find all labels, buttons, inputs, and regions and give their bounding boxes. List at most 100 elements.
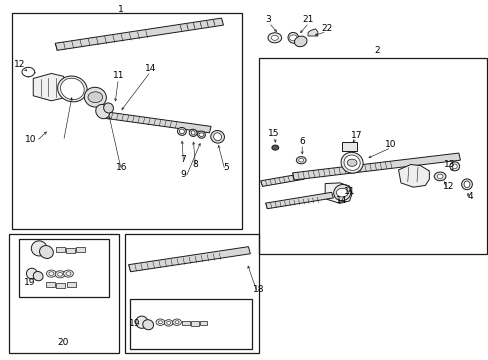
- Text: 11: 11: [343, 187, 355, 196]
- Polygon shape: [292, 153, 460, 180]
- Text: 12: 12: [14, 60, 25, 69]
- Ellipse shape: [213, 133, 221, 141]
- Polygon shape: [398, 165, 428, 187]
- Bar: [56, 283, 65, 288]
- Circle shape: [298, 158, 303, 162]
- Ellipse shape: [197, 131, 205, 138]
- Circle shape: [156, 319, 164, 325]
- Text: 7: 7: [180, 155, 186, 163]
- Text: 10: 10: [385, 140, 396, 149]
- Circle shape: [46, 270, 56, 277]
- Circle shape: [289, 35, 297, 41]
- Text: 20: 20: [57, 338, 68, 347]
- Ellipse shape: [58, 76, 87, 102]
- Text: 14: 14: [144, 64, 156, 73]
- Ellipse shape: [31, 241, 47, 256]
- Ellipse shape: [461, 179, 471, 190]
- Bar: [342, 142, 356, 151]
- Bar: [66, 248, 75, 253]
- Ellipse shape: [61, 78, 84, 100]
- Text: 6: 6: [299, 137, 305, 146]
- Ellipse shape: [40, 246, 53, 258]
- Ellipse shape: [84, 87, 106, 107]
- Text: 19: 19: [23, 278, 35, 287]
- Polygon shape: [325, 183, 351, 203]
- Ellipse shape: [451, 164, 456, 168]
- Bar: [76, 247, 84, 252]
- Text: 13: 13: [443, 161, 455, 170]
- Ellipse shape: [177, 127, 186, 135]
- Circle shape: [63, 270, 73, 277]
- Bar: [129, 299, 251, 349]
- Ellipse shape: [26, 268, 37, 279]
- Circle shape: [58, 273, 62, 276]
- Bar: [12, 13, 242, 229]
- Bar: [182, 321, 189, 325]
- Bar: [46, 282, 55, 287]
- Polygon shape: [128, 247, 250, 272]
- Text: 21: 21: [302, 15, 313, 24]
- Text: 10: 10: [24, 135, 36, 144]
- Ellipse shape: [294, 36, 306, 47]
- Text: 18: 18: [253, 285, 264, 294]
- Ellipse shape: [449, 162, 459, 171]
- Circle shape: [336, 188, 347, 197]
- Text: 11: 11: [112, 71, 124, 80]
- Polygon shape: [55, 18, 223, 50]
- Ellipse shape: [179, 129, 184, 134]
- Bar: [67, 282, 76, 287]
- Ellipse shape: [210, 131, 224, 143]
- Polygon shape: [260, 174, 304, 186]
- Circle shape: [49, 272, 54, 275]
- Ellipse shape: [33, 271, 43, 281]
- Circle shape: [175, 321, 179, 324]
- Bar: [9, 234, 119, 353]
- Text: 9: 9: [180, 170, 186, 179]
- Circle shape: [346, 159, 356, 166]
- Text: 19: 19: [128, 320, 140, 328]
- Bar: [19, 239, 109, 297]
- Circle shape: [436, 174, 442, 179]
- Circle shape: [296, 157, 305, 164]
- Text: 12: 12: [442, 182, 454, 191]
- Polygon shape: [105, 112, 211, 133]
- Circle shape: [199, 133, 203, 136]
- Text: 22: 22: [320, 24, 332, 33]
- Bar: [199, 321, 207, 325]
- Ellipse shape: [340, 152, 363, 173]
- Bar: [259, 58, 486, 254]
- Ellipse shape: [343, 155, 360, 170]
- Text: 15: 15: [267, 129, 279, 138]
- Circle shape: [55, 271, 65, 278]
- Ellipse shape: [191, 131, 195, 135]
- Circle shape: [271, 145, 278, 150]
- Ellipse shape: [463, 181, 469, 188]
- Ellipse shape: [96, 104, 109, 119]
- Circle shape: [271, 35, 278, 40]
- Text: 3: 3: [264, 15, 270, 24]
- Ellipse shape: [135, 316, 148, 328]
- Text: 16: 16: [115, 163, 127, 172]
- Circle shape: [267, 33, 281, 43]
- Circle shape: [66, 272, 71, 275]
- Text: 17: 17: [350, 131, 362, 140]
- Ellipse shape: [189, 129, 197, 136]
- Bar: [56, 247, 65, 252]
- Text: 14: 14: [335, 197, 346, 205]
- Text: 4: 4: [467, 192, 472, 201]
- Text: 2: 2: [374, 46, 380, 55]
- Circle shape: [158, 321, 162, 324]
- Circle shape: [172, 319, 181, 325]
- Bar: [124, 234, 259, 353]
- Bar: [190, 321, 198, 326]
- Polygon shape: [265, 192, 333, 209]
- Ellipse shape: [142, 320, 153, 330]
- Polygon shape: [307, 29, 317, 36]
- Polygon shape: [33, 73, 66, 101]
- Circle shape: [88, 92, 102, 103]
- Text: 1: 1: [118, 5, 124, 14]
- Circle shape: [164, 320, 173, 326]
- Ellipse shape: [103, 103, 113, 113]
- Ellipse shape: [333, 185, 350, 201]
- Circle shape: [22, 67, 35, 77]
